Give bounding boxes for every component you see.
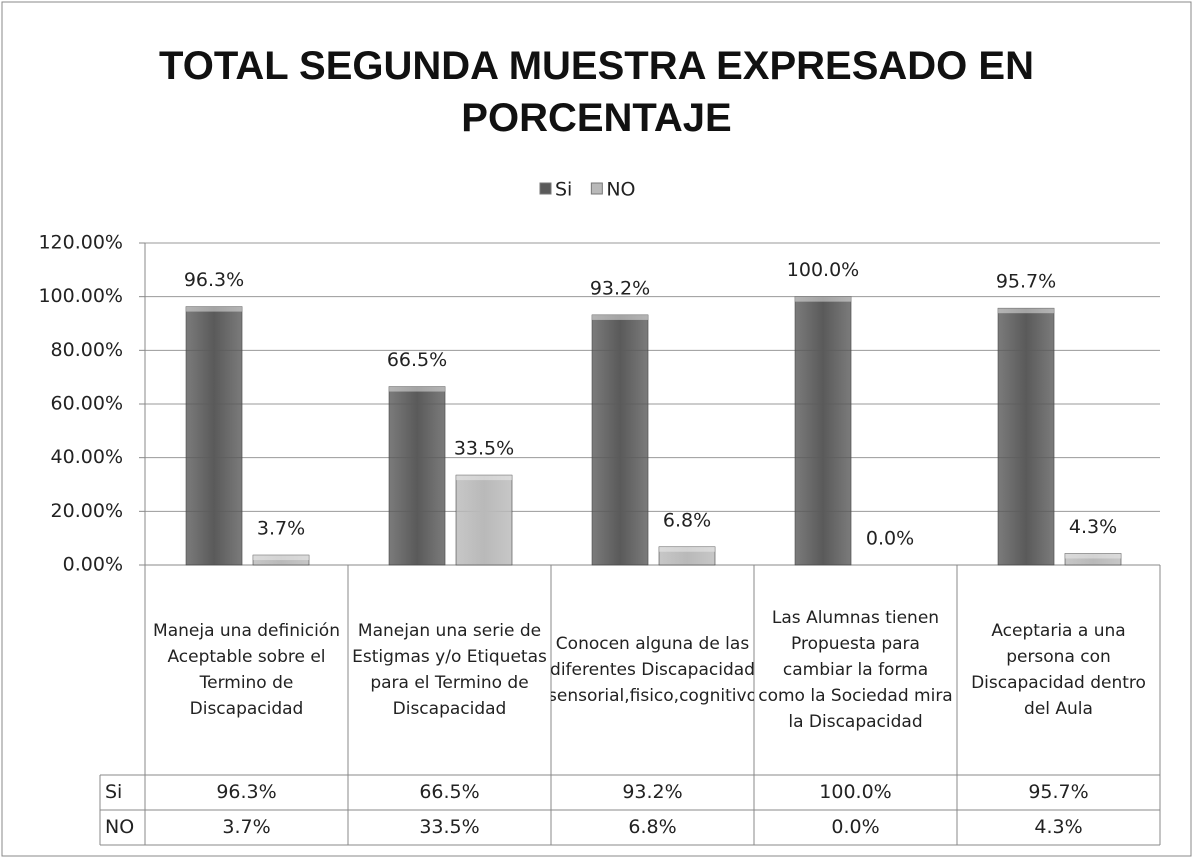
- title-box: TOTAL SEGUNDA MUESTRA EXPRESADO EN PORCE…: [159, 44, 1034, 140]
- bar-top: [389, 386, 446, 392]
- data-label: 95.7%: [996, 271, 1056, 293]
- table-row-header: NO: [105, 816, 134, 838]
- y-tick-label: 0.00%: [63, 554, 123, 576]
- x-tick-label-box: Las Alumnas tienen Propuesta para cambia…: [758, 608, 953, 732]
- x-tick-label: Aceptaria a una persona con Discapacidad…: [971, 621, 1146, 719]
- bar: [185, 306, 243, 566]
- bar-top: [186, 306, 243, 312]
- legend-swatch: [590, 182, 603, 195]
- bar-top: [456, 475, 513, 481]
- y-tick-label: 40.00%: [51, 446, 123, 468]
- table-row-header: Si: [105, 781, 122, 803]
- y-tick-label: 60.00%: [51, 393, 123, 415]
- x-tick-label-box: Conocen alguna de las diferentes Discapa…: [551, 634, 754, 706]
- data-label: 3.7%: [257, 518, 305, 540]
- table-cell: 66.5%: [419, 781, 479, 803]
- data-label: 96.3%: [184, 269, 244, 291]
- x-tick-label-box: Aceptaria a una persona con Discapacidad…: [971, 621, 1146, 719]
- table-cell: 3.7%: [222, 816, 270, 838]
- bar-top: [659, 546, 716, 552]
- bar: [794, 296, 852, 566]
- x-tick-label-box: Maneja una definición Aceptable sobre el…: [153, 621, 340, 719]
- legend-swatch: [539, 182, 552, 195]
- bar: [997, 307, 1055, 566]
- table-cell: 4.3%: [1034, 816, 1082, 838]
- x-tick-label: Las Alumnas tienen Propuesta para cambia…: [758, 608, 953, 732]
- data-label: 0.0%: [866, 528, 914, 550]
- bar-top: [592, 314, 649, 320]
- table-cell: 95.7%: [1028, 781, 1088, 803]
- y-tick-label: 80.00%: [51, 339, 123, 361]
- table-cell: 0.0%: [831, 816, 879, 838]
- x-tick-label: Conocen alguna de las diferentes Discapa…: [551, 634, 754, 706]
- bar-top: [795, 296, 852, 302]
- x-tick-label: Manejan una serie de Estigmas y/o Etique…: [352, 621, 547, 719]
- y-tick-label: 100.00%: [38, 285, 123, 307]
- y-tick-label: 120.00%: [38, 232, 123, 254]
- bar-top: [998, 308, 1055, 314]
- bar: [455, 474, 513, 566]
- data-label: 66.5%: [387, 349, 447, 371]
- table-cell: 100.0%: [819, 781, 891, 803]
- table-cell: 93.2%: [622, 781, 682, 803]
- table-cell: 6.8%: [628, 816, 676, 838]
- data-label: 100.0%: [787, 259, 859, 281]
- data-label: 6.8%: [663, 509, 711, 531]
- data-label: 93.2%: [590, 277, 650, 299]
- bar-top: [253, 555, 310, 561]
- x-tick-label-box: Manejan una serie de Estigmas y/o Etique…: [352, 621, 547, 719]
- legend-label: NO: [606, 179, 635, 201]
- table-cell: 33.5%: [419, 816, 479, 838]
- bar: [591, 314, 649, 566]
- table-cell: 96.3%: [216, 781, 276, 803]
- bar-top: [1065, 553, 1122, 559]
- chart-title: TOTAL SEGUNDA MUESTRA EXPRESADO EN PORCE…: [159, 44, 1034, 140]
- y-tick-label: 20.00%: [51, 500, 123, 522]
- data-label: 33.5%: [454, 438, 514, 460]
- x-tick-label: Maneja una definición Aceptable sobre el…: [153, 621, 340, 719]
- bar: [388, 386, 446, 566]
- legend-label: Si: [555, 179, 572, 201]
- data-label: 4.3%: [1069, 516, 1117, 538]
